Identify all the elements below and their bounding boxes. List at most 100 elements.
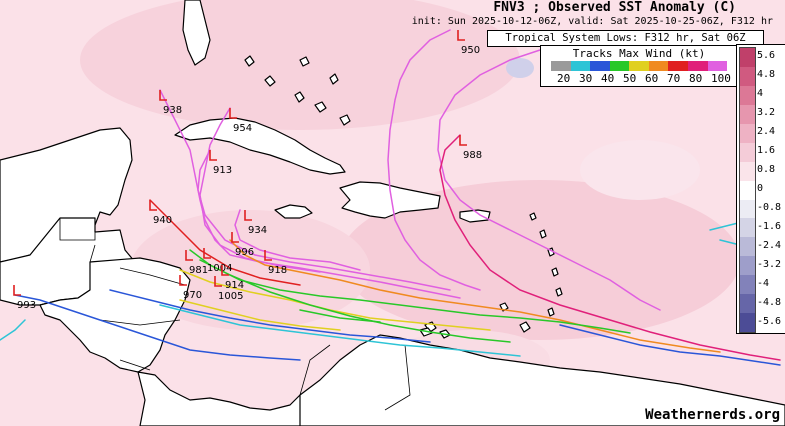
colorbar-swatch xyxy=(740,294,755,314)
colorbar-swatch xyxy=(740,275,755,295)
colorbar-swatches xyxy=(739,47,756,333)
colorbar-swatch xyxy=(740,66,755,86)
low-pressure-label: 970 xyxy=(183,290,202,301)
track xyxy=(14,294,301,361)
low-symbol xyxy=(264,250,272,261)
low-marker: 918 xyxy=(264,250,287,276)
colorbar-label: 5.6 xyxy=(757,50,776,62)
low-pressure-label: 950 xyxy=(461,45,480,56)
map-title-block: FNV3 ; Observed SST Anomaly (C) init: Su… xyxy=(412,0,781,30)
low-pressure-label: 996 xyxy=(235,247,254,258)
colorbar-label: 0 xyxy=(757,183,764,194)
low-pressure-label: 918 xyxy=(268,265,287,276)
low-marker: 950 xyxy=(457,30,480,56)
low-marker: 993 xyxy=(13,285,36,311)
colorbar-swatch xyxy=(740,85,755,105)
wind-legend-swatch xyxy=(551,61,571,71)
wind-legend-label: 100 xyxy=(711,72,731,85)
storm-tracks xyxy=(0,29,781,366)
colorbar-label: -2.4 xyxy=(757,239,782,251)
low-marker: 1004 xyxy=(203,248,232,274)
sst-cold-spot xyxy=(506,58,534,78)
track xyxy=(197,149,451,291)
low-pressure-label: 940 xyxy=(153,215,172,226)
wind-legend-label: 60 xyxy=(645,72,659,85)
track xyxy=(439,134,781,361)
track xyxy=(0,319,26,341)
colorbar-label: 3.2 xyxy=(757,107,776,119)
wind-legend-label: 30 xyxy=(579,72,593,85)
land-honduras-nicaragua xyxy=(39,257,191,373)
track xyxy=(234,209,361,271)
track xyxy=(109,289,431,343)
land-florida xyxy=(182,0,211,66)
track xyxy=(437,49,661,311)
low-symbol xyxy=(221,265,229,276)
low-marker: 914 xyxy=(221,265,244,291)
low-marker: 940 xyxy=(149,200,172,226)
track xyxy=(199,107,321,273)
land-lesser-antilles xyxy=(424,212,563,333)
land-costa-rica-panama xyxy=(137,371,316,426)
colorbar-label: -0.8 xyxy=(757,201,782,213)
low-pressure-label: 993 xyxy=(17,300,36,311)
wind-legend-bar xyxy=(551,61,728,71)
map-title: FNV3 ; Observed SST Anomaly (C) xyxy=(493,0,736,15)
low-symbol xyxy=(149,200,157,211)
low-symbol xyxy=(159,90,167,101)
track xyxy=(229,239,721,353)
colorbar-label: -1.6 xyxy=(757,220,782,232)
wind-legend-swatch xyxy=(629,61,649,71)
colorbar-swatch xyxy=(740,48,755,67)
colorbar-swatch xyxy=(740,180,755,200)
wind-legend-swatch xyxy=(570,61,591,71)
sst-patch xyxy=(580,140,700,200)
colorbar-label: -3.2 xyxy=(757,258,782,270)
low-marker: 938 xyxy=(159,90,182,116)
track xyxy=(179,299,341,331)
low-marker: 996 xyxy=(231,232,254,258)
colorbar-swatch xyxy=(740,123,755,143)
track xyxy=(149,199,301,286)
low-marker: 1005 xyxy=(214,276,243,302)
colorbar-label: 0.8 xyxy=(757,164,776,176)
colorbar-label: 4.8 xyxy=(757,69,776,81)
low-symbol xyxy=(231,232,239,243)
low-pressure-label: 981 xyxy=(189,265,208,276)
low-symbol xyxy=(459,135,467,146)
low-pressure-label: 934 xyxy=(248,225,267,236)
low-pressure-label: 914 xyxy=(225,280,244,291)
wind-legend-swatch xyxy=(609,61,630,71)
colorbar-label: 2.4 xyxy=(757,126,776,138)
track xyxy=(387,29,481,291)
lows-header: Tropical System Lows: F312 hr, Sat 06Z xyxy=(487,30,764,47)
track xyxy=(159,304,521,357)
wind-legend-title: Tracks Max Wind (kt) xyxy=(572,47,706,60)
wind-legend-labels: 20 30 40 50 60 70 80 100 xyxy=(557,72,737,85)
wind-legend-swatch xyxy=(668,61,688,71)
low-pressure-label: 988 xyxy=(463,150,482,161)
colorbar-swatch xyxy=(740,199,755,219)
land-jamaica xyxy=(274,204,313,219)
low-symbol xyxy=(13,285,21,296)
land-hispaniola xyxy=(339,181,441,219)
wind-legend-swatch xyxy=(590,61,610,71)
map-subtitle: init: Sun 2025-10-12-06Z, valid: Sat 202… xyxy=(411,16,773,27)
wind-legend-label: 70 xyxy=(667,72,681,85)
colorbar-swatch xyxy=(740,256,755,276)
low-symbol xyxy=(214,276,222,287)
low-symbol xyxy=(244,210,252,221)
land-south-america xyxy=(299,334,785,426)
low-pressure-label: 1004 xyxy=(207,263,232,274)
colorbar-label: 1.6 xyxy=(757,145,776,157)
low-pressure-label: 913 xyxy=(213,165,232,176)
land-puerto-rico xyxy=(459,209,491,223)
colorbar-swatch xyxy=(740,104,755,124)
low-pressure-label: 954 xyxy=(233,123,252,134)
low-symbol xyxy=(203,248,211,259)
colorbar-swatch xyxy=(740,313,755,333)
colorbar-swatch xyxy=(740,218,755,238)
track xyxy=(299,309,381,323)
wind-legend-label: 50 xyxy=(623,72,637,85)
